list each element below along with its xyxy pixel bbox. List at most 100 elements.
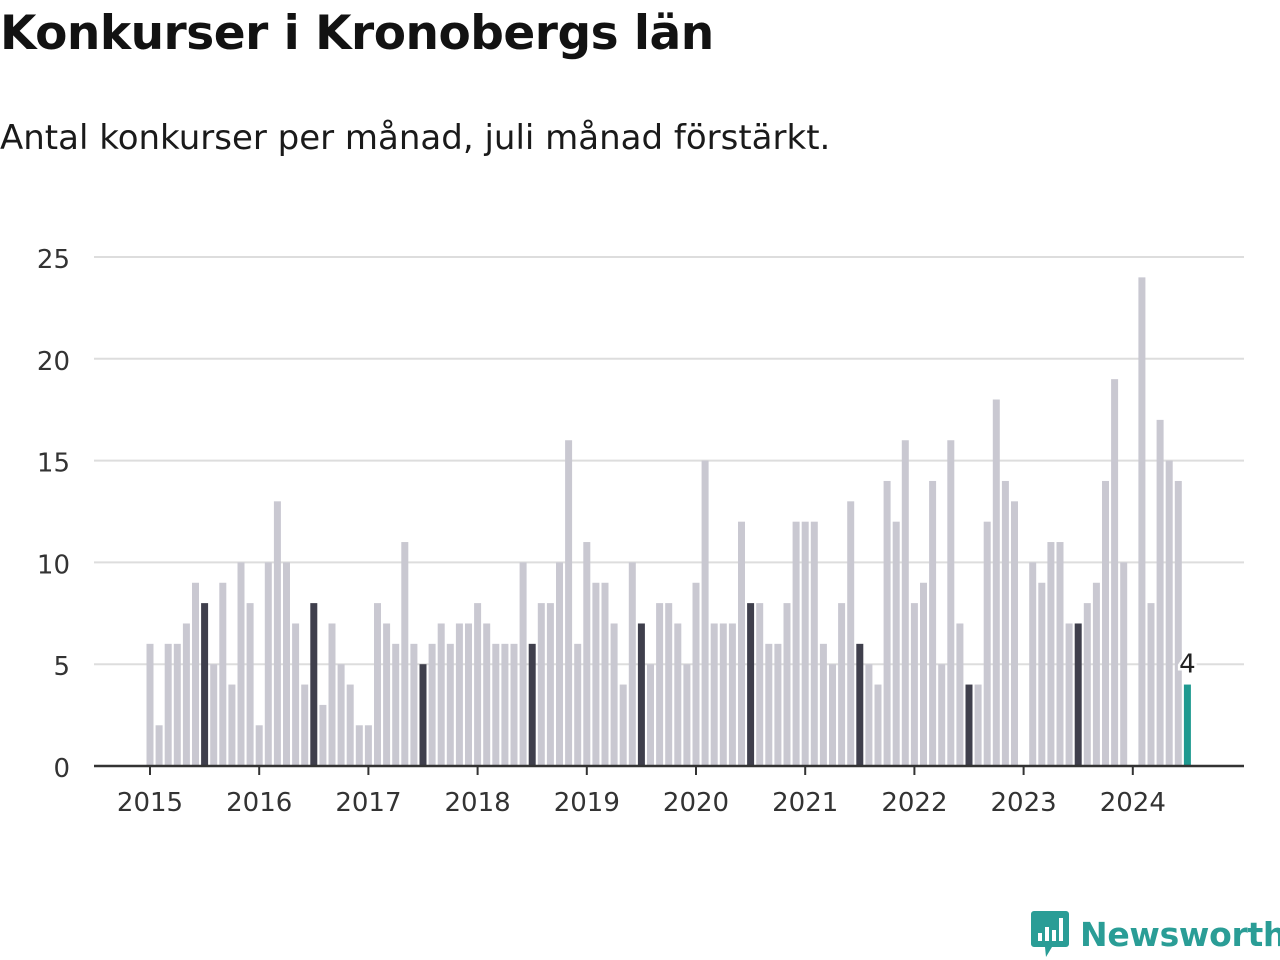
bar bbox=[702, 461, 709, 766]
bar bbox=[1002, 481, 1009, 766]
bar bbox=[183, 623, 190, 766]
bar bbox=[975, 685, 982, 766]
bar bbox=[465, 623, 472, 766]
bar bbox=[147, 644, 154, 766]
bar bbox=[274, 501, 281, 766]
bar-july bbox=[420, 664, 427, 766]
bar-july bbox=[638, 623, 645, 766]
x-tick-label: 2023 bbox=[991, 788, 1057, 818]
bar bbox=[665, 603, 672, 766]
bars bbox=[147, 277, 1191, 766]
bar bbox=[329, 623, 336, 766]
bar bbox=[365, 725, 372, 766]
bar bbox=[802, 522, 809, 766]
bar bbox=[611, 623, 618, 766]
bar bbox=[356, 725, 363, 766]
bar bbox=[774, 644, 781, 766]
bar-july bbox=[856, 644, 863, 766]
bar bbox=[1011, 501, 1018, 766]
bar bbox=[165, 644, 172, 766]
bar-july bbox=[310, 603, 317, 766]
bar bbox=[347, 685, 354, 766]
bar bbox=[1111, 379, 1118, 766]
bar-july bbox=[529, 644, 536, 766]
bar bbox=[210, 664, 217, 766]
bar bbox=[1084, 603, 1091, 766]
bar bbox=[884, 481, 891, 766]
bar bbox=[192, 583, 199, 766]
bar bbox=[984, 522, 991, 766]
bar bbox=[565, 440, 572, 766]
bar bbox=[811, 522, 818, 766]
bar bbox=[920, 583, 927, 766]
data-labels: 4 bbox=[1179, 650, 1196, 680]
bar bbox=[1148, 603, 1155, 766]
bar bbox=[784, 603, 791, 766]
bar bbox=[720, 623, 727, 766]
bar bbox=[711, 623, 718, 766]
bar bbox=[993, 400, 1000, 766]
bar bbox=[228, 685, 235, 766]
y-tick-label: 25 bbox=[37, 245, 70, 275]
bar bbox=[1175, 481, 1182, 766]
y-tick-label: 0 bbox=[53, 754, 70, 784]
x-tick-label: 2019 bbox=[554, 788, 620, 818]
bar bbox=[629, 562, 636, 766]
bar bbox=[592, 583, 599, 766]
bar bbox=[556, 562, 563, 766]
bar bbox=[956, 623, 963, 766]
bar bbox=[674, 623, 681, 766]
bar bbox=[656, 603, 663, 766]
bar bbox=[1038, 583, 1045, 766]
bar bbox=[1057, 542, 1064, 766]
newsworthy-logo: Newsworthy bbox=[1030, 908, 1280, 960]
bar bbox=[319, 705, 326, 766]
bar bbox=[392, 644, 399, 766]
bar bbox=[410, 644, 417, 766]
bar bbox=[1047, 542, 1054, 766]
bar bbox=[729, 623, 736, 766]
bar bbox=[820, 644, 827, 766]
bar bbox=[383, 623, 390, 766]
bar-july bbox=[747, 603, 754, 766]
bar bbox=[1120, 562, 1127, 766]
bar bbox=[256, 725, 263, 766]
bar bbox=[583, 542, 590, 766]
bar bbox=[401, 542, 408, 766]
x-tick-label: 2016 bbox=[226, 788, 292, 818]
bar bbox=[893, 522, 900, 766]
bar bbox=[547, 603, 554, 766]
bar bbox=[283, 562, 290, 766]
bar bbox=[247, 603, 254, 766]
bar bbox=[456, 623, 463, 766]
bar bbox=[374, 603, 381, 766]
bar bbox=[429, 644, 436, 766]
bar bbox=[447, 644, 454, 766]
bar bbox=[929, 481, 936, 766]
bar-july bbox=[966, 685, 973, 766]
bar bbox=[301, 685, 308, 766]
bar bbox=[1093, 583, 1100, 766]
x-tick-label: 2015 bbox=[117, 788, 183, 818]
x-axis: 2015 2016 2017 2018 2019 2020 2021 2022 2023 2024 bbox=[94, 766, 1244, 818]
bar bbox=[1102, 481, 1109, 766]
bar bbox=[338, 664, 345, 766]
bar bbox=[438, 623, 445, 766]
bar bbox=[1029, 562, 1036, 766]
bar bbox=[938, 664, 945, 766]
y-tick-label: 15 bbox=[37, 449, 70, 479]
bar bbox=[219, 583, 226, 766]
bar bbox=[574, 644, 581, 766]
bar bbox=[911, 603, 918, 766]
bar bbox=[174, 644, 181, 766]
bar bbox=[156, 725, 163, 766]
bar-july bbox=[1075, 623, 1082, 766]
bar bbox=[829, 664, 836, 766]
y-tick-label: 20 bbox=[37, 347, 70, 377]
bar bbox=[1157, 420, 1164, 766]
bar bbox=[492, 644, 499, 766]
bar bbox=[292, 623, 299, 766]
x-tick-label: 2022 bbox=[881, 788, 947, 818]
x-tick-label: 2017 bbox=[335, 788, 401, 818]
bar bbox=[265, 562, 272, 766]
